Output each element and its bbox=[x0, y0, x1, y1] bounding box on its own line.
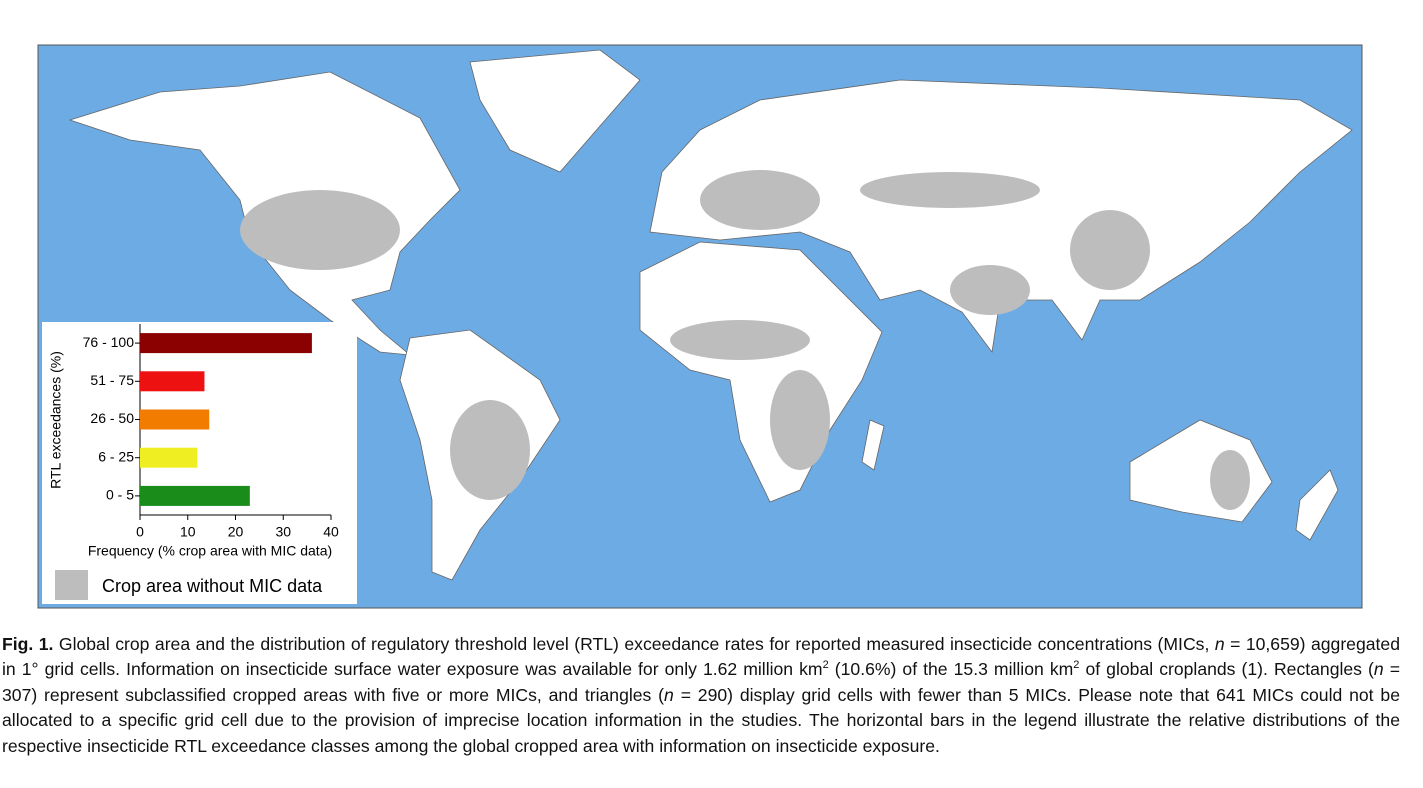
caption-text: = 10,659) aggregated in 1° grid cells. I… bbox=[2, 634, 1400, 680]
y-tick-label: 6 - 25 bbox=[98, 448, 134, 464]
x-tick-label: 0 bbox=[136, 524, 144, 540]
caption: Fig. 1. Global crop area and the distrib… bbox=[2, 632, 1400, 759]
legend-swatch bbox=[55, 570, 88, 600]
y-tick-label: 0 - 5 bbox=[106, 487, 134, 503]
legend-label: Crop area without MIC data bbox=[102, 576, 323, 596]
bar bbox=[140, 409, 210, 430]
caption-text: n bbox=[664, 684, 674, 705]
caption-text: n bbox=[1214, 634, 1225, 654]
x-tick-label: 20 bbox=[228, 524, 244, 540]
caption-text: of global croplands (1). Rectangles ( bbox=[1079, 659, 1374, 680]
bar bbox=[140, 447, 198, 468]
bar bbox=[140, 333, 312, 354]
caption-text: Global crop area and the distribution of… bbox=[53, 634, 1215, 654]
crop-area bbox=[240, 170, 1250, 510]
y-tick-label: 51 - 75 bbox=[90, 372, 134, 388]
legend-box bbox=[42, 322, 357, 604]
figure: RTL exceedances (%) Frequency (% crop ar… bbox=[37, 44, 1363, 609]
caption-label: Fig. 1. bbox=[2, 634, 54, 654]
bar bbox=[140, 371, 205, 392]
x-tick-label: 10 bbox=[180, 524, 196, 540]
x-axis-label: Frequency (% crop area with MIC data) bbox=[88, 543, 332, 559]
y-tick-label: 26 - 50 bbox=[90, 410, 134, 426]
caption-text: n bbox=[1373, 659, 1384, 680]
y-axis-label: RTL exceedances (%) bbox=[48, 351, 64, 489]
caption-text: 2 bbox=[1073, 659, 1080, 672]
x-tick-label: 30 bbox=[275, 524, 291, 540]
bar bbox=[140, 485, 250, 506]
y-tick-label: 76 - 100 bbox=[83, 334, 135, 350]
caption-text: 2 bbox=[822, 659, 829, 672]
caption-text: = 307) represent subclassified cropped a… bbox=[2, 659, 1401, 705]
x-tick-label: 40 bbox=[323, 524, 339, 540]
caption-text: (10.6%) of the 15.3 million km bbox=[828, 659, 1074, 680]
caption-text: = 290) display grid cells with fewer tha… bbox=[2, 684, 1400, 756]
